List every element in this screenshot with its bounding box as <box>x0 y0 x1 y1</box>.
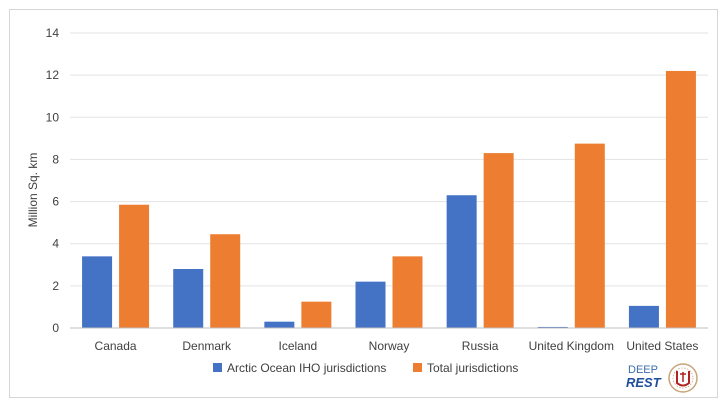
y-axis-label: Million Sq. km <box>26 153 40 228</box>
y-tick-label: 8 <box>52 152 59 166</box>
y-tick-label: 2 <box>52 279 59 293</box>
bar-total-russia <box>483 153 514 328</box>
bar-arctic-united-kingdom <box>537 326 568 328</box>
y-tick-label: 14 <box>46 26 60 40</box>
university-seal-icon <box>668 363 698 393</box>
x-tick-label: Russia <box>462 339 499 353</box>
bar-arctic-canada <box>82 256 113 328</box>
deep-rest-logo-line1: DEEP <box>628 364 658 376</box>
bar-total-canada <box>119 204 150 328</box>
bar-arctic-norway <box>355 281 386 328</box>
bar-arctic-russia <box>446 195 477 328</box>
y-tick-label: 10 <box>46 110 60 124</box>
y-tick-label: 6 <box>52 195 59 209</box>
x-tick-label: Norway <box>369 339 410 353</box>
x-tick-label: Denmark <box>182 339 232 353</box>
y-tick-label: 0 <box>52 321 59 335</box>
legend-swatch-arctic <box>213 363 222 372</box>
bar-arctic-iceland <box>264 321 295 328</box>
bar-total-iceland <box>301 301 332 328</box>
legend-label-total: Total jurisdictions <box>427 361 518 375</box>
y-tick-label: 12 <box>46 68 60 82</box>
bars <box>82 70 696 328</box>
x-tick-label: United Kingdom <box>529 339 614 353</box>
x-tick-label: Canada <box>95 339 137 353</box>
deep-rest-logo-line2: REST <box>626 375 662 390</box>
gridlines <box>70 32 708 287</box>
x-tick-label: United States <box>626 339 698 353</box>
bar-arctic-denmark <box>173 269 204 328</box>
y-tick-label: 4 <box>52 237 59 251</box>
bar-arctic-united-states <box>628 305 659 328</box>
legend-swatch-total <box>413 363 422 372</box>
bar-total-norway <box>392 256 423 328</box>
x-tick-label: Iceland <box>279 339 318 353</box>
bar-total-denmark <box>210 234 241 328</box>
y-axis-ticks: 0 2 4 6 8 10 12 14 <box>46 26 60 335</box>
legend-label-arctic: Arctic Ocean IHO jurisdictions <box>227 361 386 375</box>
bar-total-united-kingdom <box>574 143 605 328</box>
bar-total-united-states <box>665 70 696 328</box>
x-axis-ticks: Canada Denmark Iceland Norway Russia United K… <box>95 339 699 353</box>
deep-rest-logo: DEEP REST <box>626 364 662 390</box>
legend: Arctic Ocean IHO jurisdictions Total jur… <box>213 361 518 375</box>
